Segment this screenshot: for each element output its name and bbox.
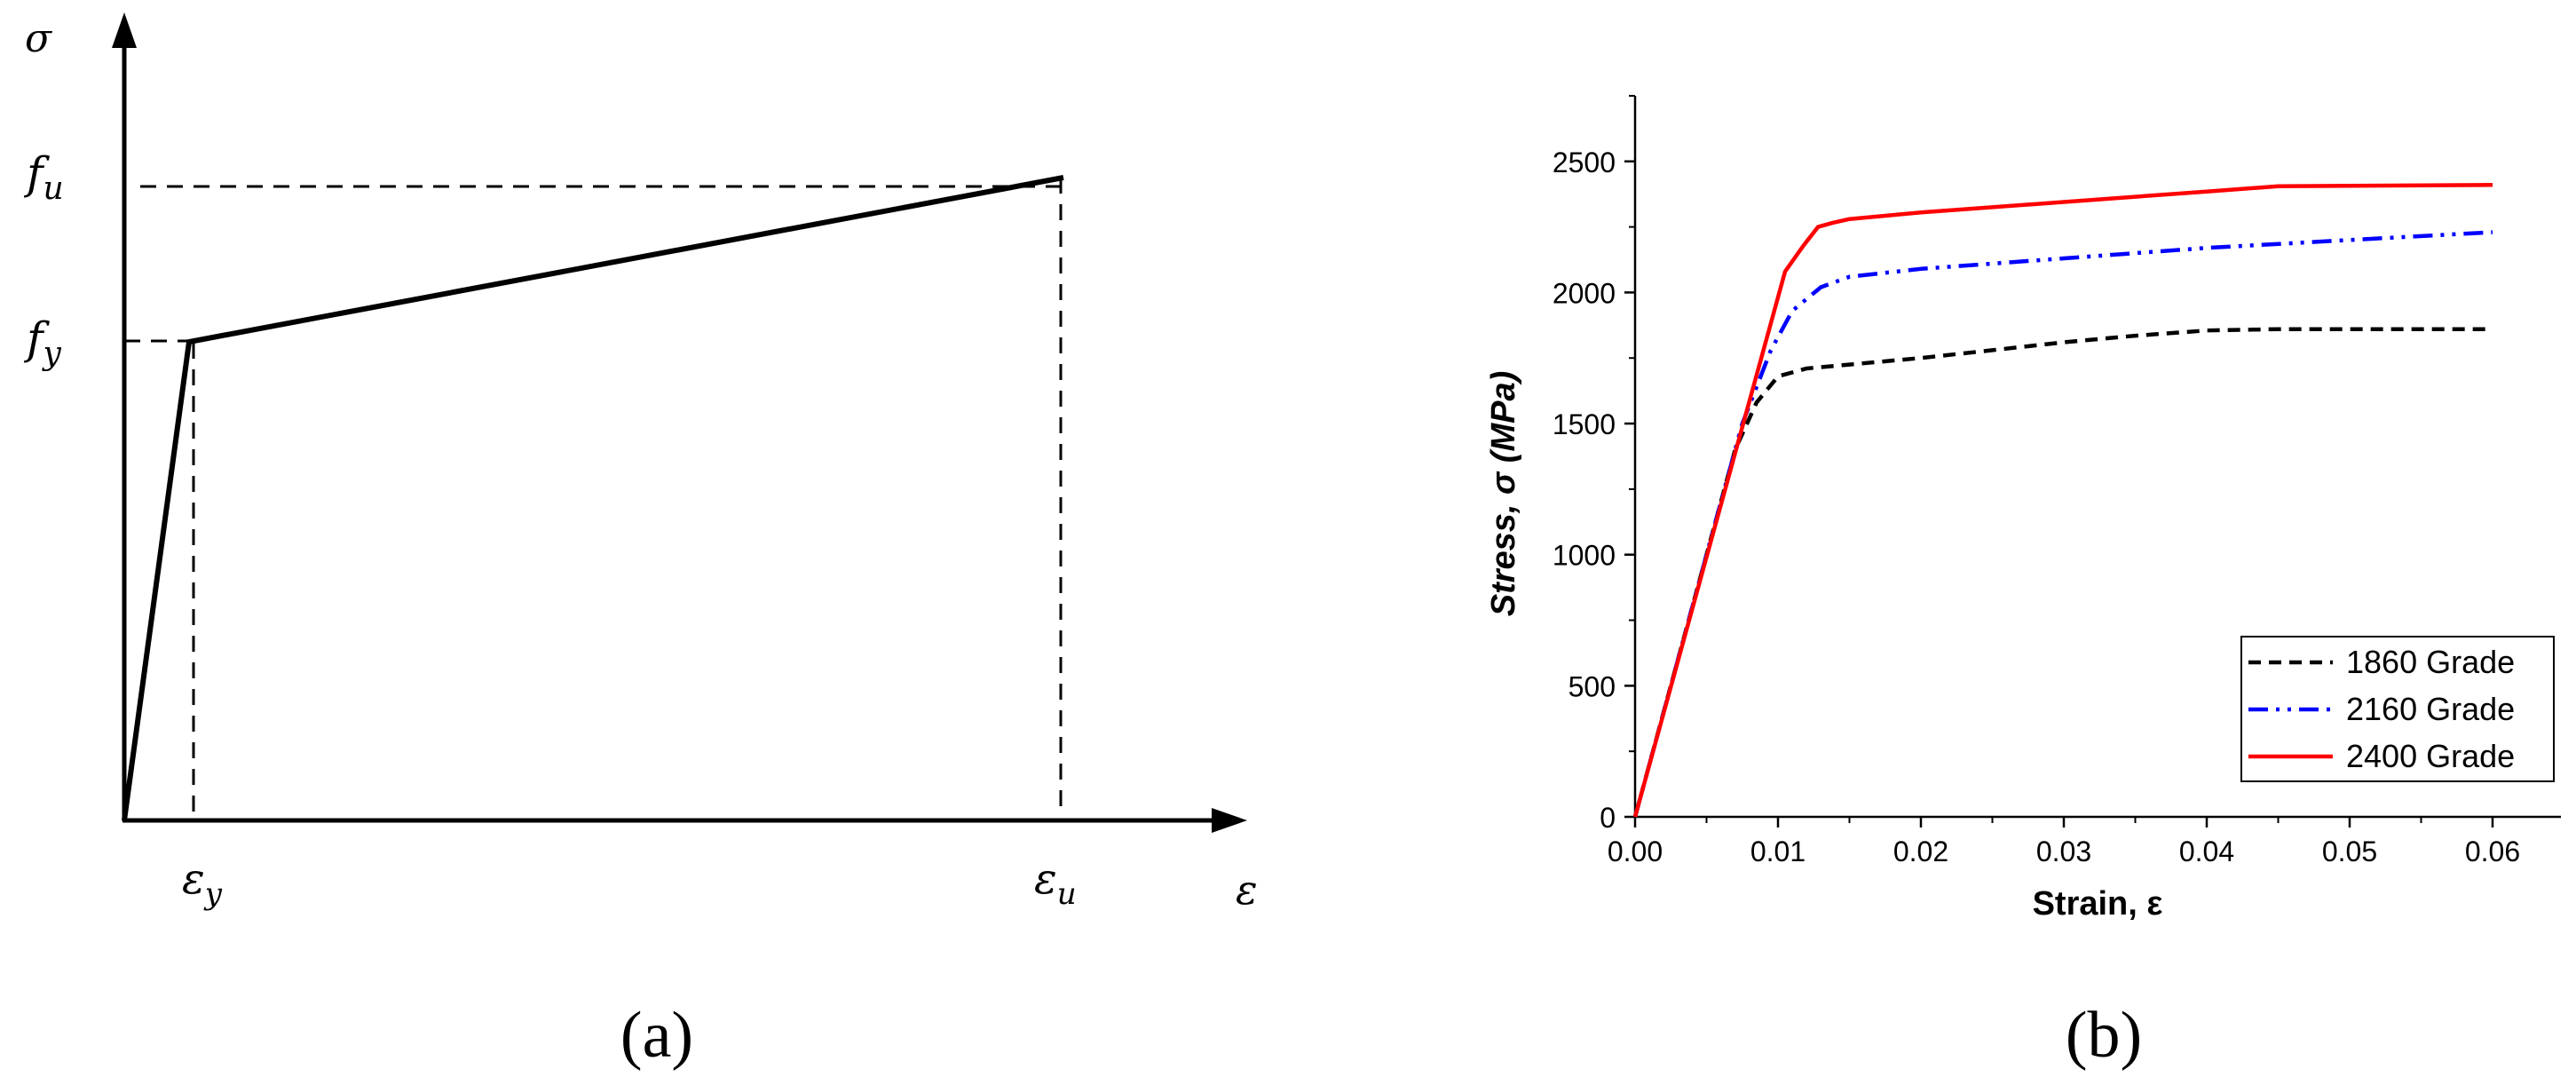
y-axis-arrow-icon [112,12,137,48]
panel-a-caption: (a) [620,999,693,1072]
y-tick-label: 1000 [1553,540,1616,572]
eu-label: εu [1034,854,1077,912]
ey-label: εy [182,854,223,912]
y-tick-label: 500 [1569,670,1616,702]
y-tick-label: 2500 [1553,147,1616,178]
fu-label: fu [23,147,64,207]
sigma-axis-label: σ [25,16,53,61]
y-axis-title: Stress, σ (MPa) [1485,371,1522,617]
y-tick-label: 0 [1600,802,1616,834]
x-tick-label: 0.05 [2322,836,2377,867]
y-tick-label: 2000 [1553,277,1616,309]
panel-b-caption: (b) [2066,999,2142,1072]
x-tick-label: 0.01 [1750,836,1806,867]
data-series [1632,183,2493,818]
legend-label: 1860 Grade [2346,644,2515,680]
x-tick-label: 0.00 [1608,836,1663,867]
x-axis-title: Strain, ε [2033,885,2163,923]
x-tick-label: 0.04 [2179,836,2234,867]
bilinear-curve [122,175,1064,821]
legend-label: 2400 Grade [2346,738,2515,774]
x-axis-arrow-icon [1212,808,1247,833]
y-ticks: 0 500 1000 1500 2000 2500 [1553,94,1635,834]
series-line-1860 [1632,327,2493,818]
legend: 1860 Grade 2160 Grade 2400 Grade [2240,636,2555,782]
panel-a-schematic: σ fu fy εy εu ε (a) [23,12,1258,1072]
y-tick-label: 1500 [1553,408,1616,440]
legend-label: 2160 Grade [2346,691,2515,727]
x-tick-label: 0.06 [2465,836,2520,867]
series-line-2160 [1632,230,2493,818]
x-tick-label: 0.03 [2036,836,2091,867]
epsilon-axis-label: ε [1236,866,1258,914]
fy-label: fy [23,313,62,372]
series-line-2400 [1632,183,2493,818]
x-tick-label: 0.02 [1893,836,1948,867]
x-ticks: 0.00 0.01 0.02 0.03 0.04 0.05 0.06 [1608,817,2520,867]
